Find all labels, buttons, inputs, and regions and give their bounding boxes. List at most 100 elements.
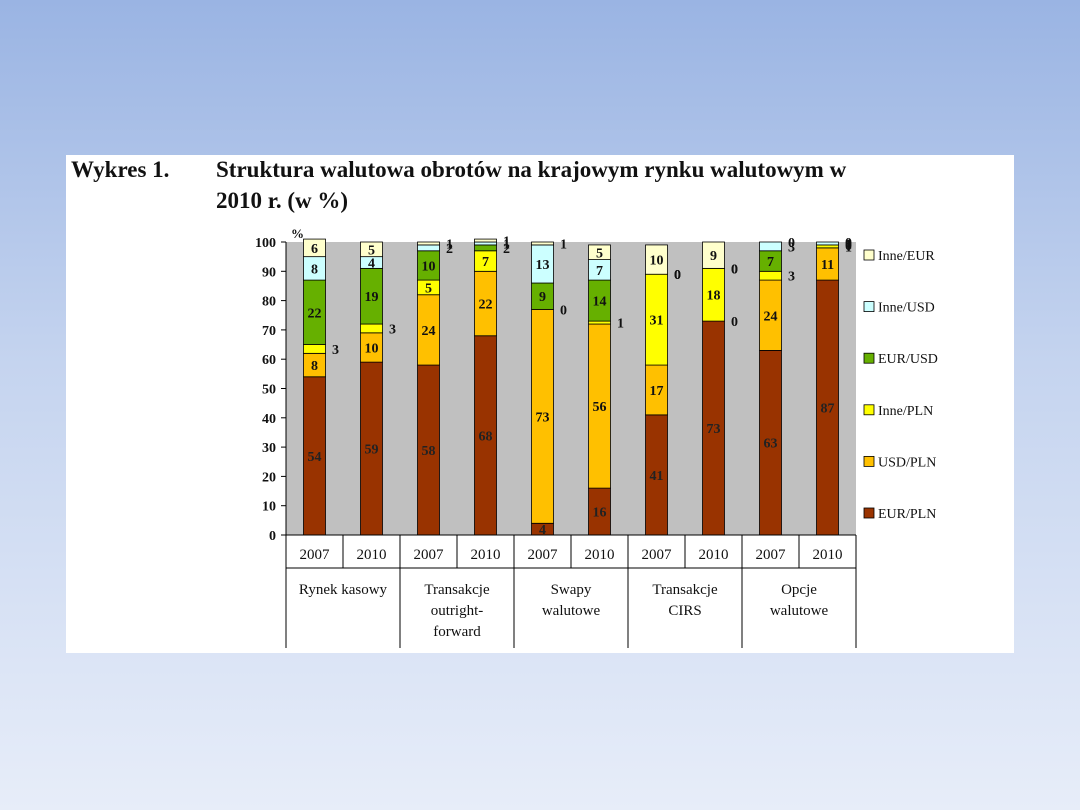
- data-label: 1: [617, 317, 624, 332]
- bar-segment: [702, 241, 725, 269]
- data-label: 7: [482, 255, 489, 270]
- data-label: 5: [425, 281, 432, 296]
- legend-swatch: [863, 507, 875, 519]
- y-tick-label: 40: [262, 412, 276, 427]
- data-label: 0: [560, 303, 567, 318]
- figure-title-line-2: 2010 r. (w %): [216, 188, 349, 213]
- data-label: 1: [845, 237, 852, 252]
- x-tick-label: 2007: [414, 547, 445, 563]
- data-label: 0: [731, 262, 738, 277]
- data-label: 8: [311, 359, 318, 374]
- legend-label: EUR/PLN: [878, 507, 936, 522]
- data-label: 16: [593, 506, 607, 521]
- data-label: 9: [710, 249, 717, 264]
- data-label: 0: [674, 268, 681, 283]
- group-label: outright-: [431, 603, 484, 619]
- data-label: 11: [821, 258, 834, 273]
- x-tick-label: 2010: [585, 547, 615, 563]
- legend-label: Inne/USD: [878, 301, 935, 316]
- data-label: 1: [845, 240, 852, 255]
- data-label: 73: [707, 422, 721, 437]
- data-label: 58: [422, 444, 436, 459]
- data-label: 73: [536, 410, 550, 425]
- y-tick-label: 10: [262, 500, 276, 515]
- data-label: 10: [422, 259, 436, 274]
- data-label: 1: [446, 237, 453, 252]
- data-label: 1: [503, 235, 510, 250]
- bar-segment: [645, 244, 668, 275]
- data-label: 13: [536, 258, 550, 273]
- legend-label: EUR/USD: [878, 352, 938, 367]
- data-label: 4: [368, 257, 375, 272]
- group-label: Swapy: [551, 582, 592, 598]
- x-tick-label: 2007: [528, 547, 559, 563]
- bar-segment: [303, 344, 326, 354]
- x-tick-label: 2010: [813, 547, 843, 563]
- data-label: 10: [650, 254, 664, 269]
- data-label: 87: [821, 402, 835, 417]
- group-label: walutowe: [770, 603, 829, 619]
- y-tick-label: 20: [262, 470, 276, 485]
- legend-swatch: [863, 352, 875, 364]
- y-tick-label: 60: [262, 353, 276, 368]
- bar-segment: [474, 244, 497, 252]
- legend-swatch: [863, 404, 875, 416]
- data-label: 4: [539, 523, 546, 538]
- data-label: 2: [446, 242, 453, 257]
- y-tick-label: 50: [262, 383, 276, 398]
- data-label: 9: [539, 290, 546, 305]
- bar-segment: [816, 241, 839, 246]
- data-label: 18: [707, 289, 721, 304]
- stacked-bar-chart: 0102030405060708090100%54832286591031945…: [255, 226, 938, 648]
- legend-label: USD/PLN: [878, 455, 936, 470]
- y-tick-label: 0: [269, 529, 276, 544]
- data-label: 31: [650, 314, 664, 329]
- data-label: 0: [731, 315, 738, 330]
- x-tick-label: 2010: [357, 547, 387, 563]
- legend-label: Inne/EUR: [878, 249, 935, 264]
- figure-label: Wykres 1.: [71, 157, 170, 182]
- data-label: 22: [308, 306, 322, 321]
- y-tick-label: 70: [262, 324, 276, 339]
- x-tick-label: 2010: [699, 547, 729, 563]
- group-label: CIRS: [668, 603, 701, 619]
- group-label: forward: [433, 624, 481, 640]
- data-label: 7: [767, 255, 774, 270]
- data-label: 17: [650, 384, 664, 399]
- data-label: 0: [731, 262, 738, 277]
- group-label: Opcje: [781, 582, 817, 598]
- data-label: 24: [764, 309, 778, 324]
- data-label: 3: [788, 240, 795, 255]
- x-tick-label: 2007: [642, 547, 673, 563]
- y-tick-label: 30: [262, 441, 276, 456]
- bar-segment: [474, 241, 497, 246]
- data-label: 0: [674, 268, 681, 283]
- data-label: 6: [311, 242, 318, 257]
- data-label: 41: [650, 469, 664, 484]
- group-label: Rynek kasowy: [299, 582, 388, 598]
- data-label: 59: [365, 443, 379, 458]
- data-label: 54: [308, 450, 322, 465]
- y-tick-label: 90: [262, 265, 276, 280]
- data-label: 14: [593, 295, 607, 310]
- data-label: 19: [365, 290, 379, 305]
- group-label: walutowe: [542, 603, 601, 619]
- bar-segment: [759, 270, 782, 281]
- figure-panel: Wykres 1. Struktura walutowa obrotów na …: [66, 155, 1014, 653]
- y-tick-label: 80: [262, 295, 276, 310]
- bar-segment: [360, 241, 383, 258]
- bar-segment: [531, 241, 554, 246]
- figure-title-line-1: Struktura walutowa obrotów na krajowym r…: [216, 157, 847, 182]
- bar-segment: [360, 323, 383, 334]
- data-label: 3: [788, 270, 795, 285]
- data-label: 5: [596, 246, 603, 261]
- data-label: 7: [596, 264, 603, 279]
- data-label: 24: [422, 324, 436, 339]
- data-label: 3: [389, 322, 396, 337]
- legend-swatch: [863, 455, 875, 467]
- data-label: 22: [479, 298, 493, 313]
- group-label: Transakcje: [424, 582, 490, 598]
- y-axis-unit: %: [291, 226, 304, 241]
- data-label: 0: [845, 236, 852, 251]
- bar-segment: [816, 244, 839, 249]
